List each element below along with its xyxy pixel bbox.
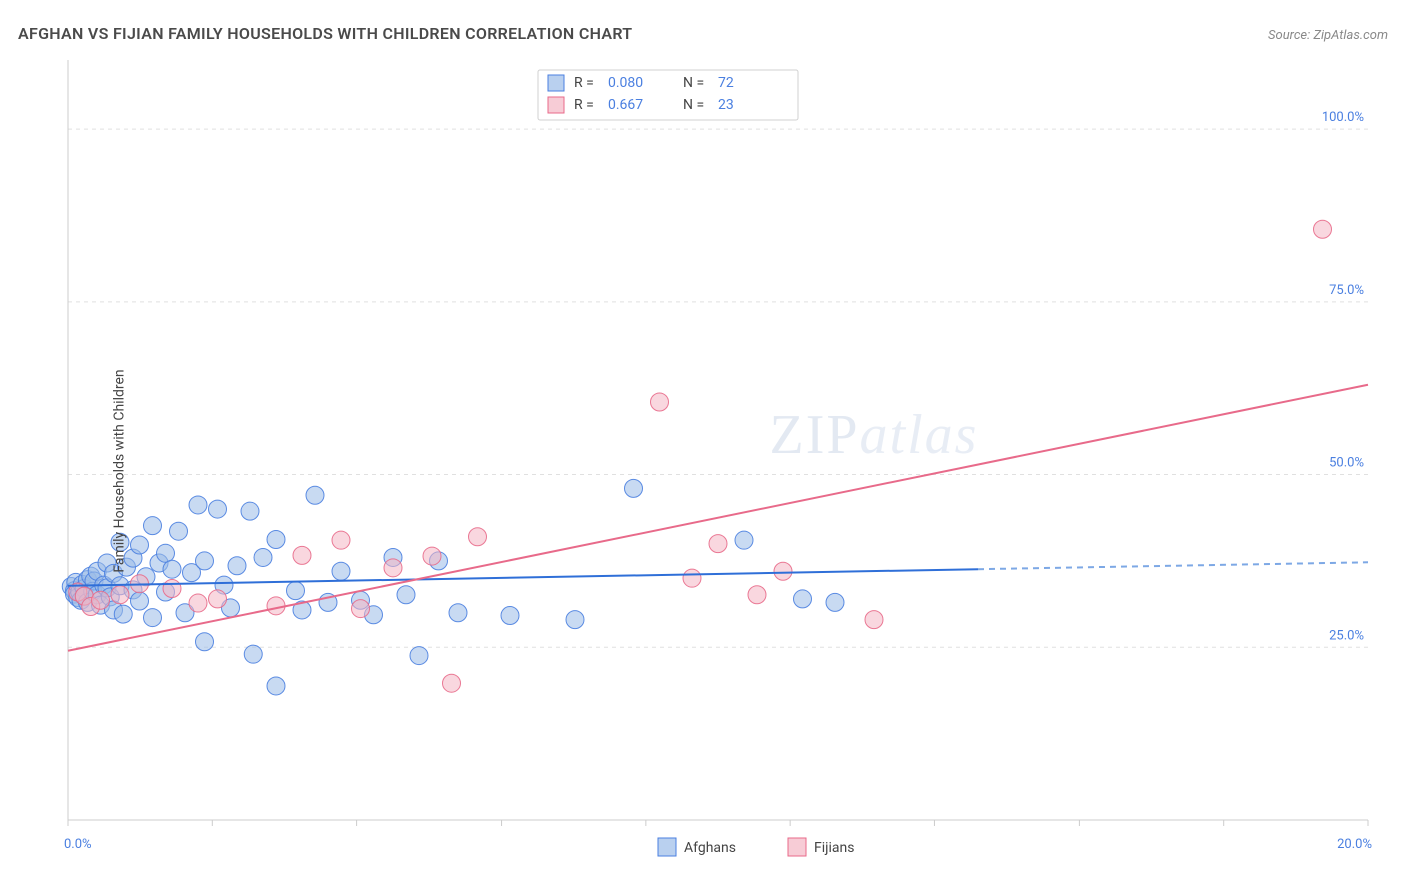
data-point [306,486,324,504]
y-tick-label: 25.0% [1329,628,1364,643]
y-tick-label: 75.0% [1329,283,1364,298]
data-point [449,604,467,622]
data-point [267,530,285,548]
data-point [189,594,207,612]
data-point [144,517,162,535]
data-point [241,502,259,520]
series-legend-label: Fijians [814,840,854,856]
regression-line [68,385,1368,651]
data-point [332,531,350,549]
data-point [170,522,188,540]
data-point [144,609,162,627]
data-point [397,586,415,604]
data-point [683,569,701,587]
data-point [410,647,428,665]
source-name: ZipAtlas.com [1313,28,1388,43]
y-tick-label: 100.0% [1322,110,1364,125]
regression-line-extrapolated [978,562,1368,569]
data-point [92,591,110,609]
data-point [111,586,129,604]
data-point [131,536,149,554]
legend-swatch [788,838,806,856]
chart-container: Family Households with Children ZIPatlas… [18,50,1388,892]
x-tick-label: 0.0% [64,837,92,852]
watermark: ZIPatlas [770,404,979,466]
legend-swatch [658,838,676,856]
x-tick-label: 20.0% [1337,837,1372,852]
data-point [443,674,461,692]
data-point [469,528,487,546]
data-point [332,562,350,580]
data-point [157,544,175,562]
data-point [163,580,181,598]
data-point [794,590,812,608]
data-point [209,500,227,518]
legend-r-value: 0.080 [608,75,643,91]
regression-line [68,569,978,586]
chart-title: AFGHAN VS FIJIAN FAMILY HOUSEHOLDS WITH … [18,24,632,43]
legend-r-value: 0.667 [608,97,643,113]
data-point [423,547,441,565]
y-tick-label: 50.0% [1329,456,1364,471]
data-point [735,531,753,549]
legend-n-value: 23 [718,97,734,113]
data-point [748,586,766,604]
legend-r-label: R = [574,75,594,91]
data-point [865,611,883,629]
data-point [196,633,214,651]
legend-swatch [548,75,564,91]
data-point [709,535,727,553]
legend-n-value: 72 [718,75,734,91]
data-point [352,600,370,618]
data-point [189,496,207,514]
data-point [267,677,285,695]
legend-n-label: N = [683,97,704,113]
data-point [287,582,305,600]
data-point [501,606,519,624]
series-legend-label: Afghans [684,840,736,856]
data-point [196,552,214,570]
data-point [293,546,311,564]
legend-swatch [548,97,564,113]
data-point [826,593,844,611]
legend-r-label: R = [574,97,594,113]
data-point [114,605,132,623]
data-point [163,560,181,578]
data-point [1314,220,1332,238]
scatter-chart: ZIPatlas 25.0% 50.0% 75.0% 100.0% 0.0% 20.0% R … [18,50,1388,892]
data-point [267,597,285,615]
data-point [131,592,149,610]
data-point [209,590,227,608]
data-point [384,559,402,577]
source-attribution: Source: ZipAtlas.com [1268,28,1388,43]
data-point [244,645,262,663]
data-point [254,548,272,566]
data-point [228,557,246,575]
data-point [625,479,643,497]
data-point [566,611,584,629]
y-axis-label: Family Households with Children [112,369,128,572]
data-point [774,562,792,580]
data-point [651,393,669,411]
legend-n-label: N = [683,75,704,91]
source-prefix: Source: [1268,28,1313,43]
